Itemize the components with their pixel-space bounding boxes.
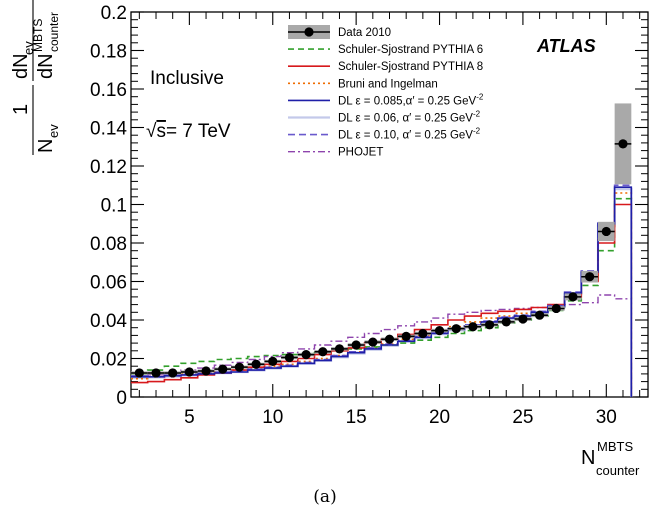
data-point [551,303,561,314]
data-point [334,344,345,354]
legend-label-main: DL ε = 0.10, α′ = 0.25 GeV [338,130,473,142]
legend-label-sup: -2 [473,127,481,136]
y-title-frac1-den-sub: ev [46,124,61,138]
y-title-frac1-num: 1 [10,104,32,115]
y-title-frac2-den-sup: MBTS [31,19,45,52]
data-point [151,368,161,378]
legend-label-main: DL ε = 0.085,α′ = 0.25 GeV [338,95,477,107]
x-axis: 5 10 15 20 25 30 [138,12,641,428]
mc-series-line [131,192,633,397]
data-point [484,320,495,330]
y-tick-label: 0.08 [90,234,127,255]
data-point [501,317,511,327]
y-title-frac2-den-sub: counter [47,12,61,52]
data-point [601,226,611,237]
data-point [351,340,361,350]
mc-series-line [131,188,633,397]
figure-caption: (a) [313,487,336,507]
data-point [384,334,395,344]
y-axis-title: 1 N ev dN ev dN MBTS counter [10,0,61,155]
data-point [518,314,528,324]
legend-label-data: Data 2010 [338,27,391,39]
y-tick-label: 0.18 [90,42,127,63]
y-tick-label: 0.06 [90,273,127,294]
legend-label-main: Schuler-Sjostrand PYTHIA 6 [338,44,483,56]
data-point [401,331,411,341]
legend-label-main: Schuler-Sjostrand PYTHIA 8 [338,61,483,73]
data-point [201,366,211,376]
legend-label: DL ε = 0.085,α′ = 0.25 GeV-2 [338,92,484,107]
legend: Data 2010 Schuler-Sjostrand PYTHIA 6 Schul… [288,25,484,159]
data-point [218,364,228,374]
y-tick-label: 0.14 [90,119,127,140]
y-tick-label: 0.2 [101,3,127,24]
x-tick-label: 15 [346,407,367,428]
y-axis: 0 0.02 0.04 0.06 0.08 0.1 0.12 0.14 0.16 0.18 0.2 [90,3,648,409]
legend-label: Bruni and Ingelman [338,78,438,90]
data-point [168,368,178,378]
x-tick-label: 5 [184,407,195,428]
legend-label-sup: -2 [476,92,484,101]
x-axis-title-main: N [581,447,595,469]
mc-series-line [131,186,633,397]
data-point [468,322,478,332]
data-point [434,325,445,336]
x-axis-title-sub: counter [596,463,640,478]
selection-annotation: Inclusive [150,68,224,89]
legend-label: Schuler-Sjostrand PYTHIA 6 [338,44,483,56]
x-axis-title: N MBTS counter [581,439,640,478]
data-point [585,272,595,282]
legend-label-main: DL ε = 0.06, α′ = 0.25 GeV [338,113,473,125]
data-point [368,337,378,347]
energy-s: s [156,121,166,142]
y-tick-label: 0.02 [90,350,127,371]
x-tick-label: 25 [512,407,533,428]
legend-label-sup: -2 [473,110,481,119]
y-title-frac2-den: dN [35,53,57,79]
data-point [568,292,578,302]
legend-label: Schuler-Sjostrand PYTHIA 8 [338,61,483,73]
legend-label-main: PHOJET [338,147,383,159]
mc-series-line [131,184,633,397]
x-axis-title-sup: MBTS [597,439,633,454]
y-tick-label: 0.12 [90,157,127,178]
data-point [301,350,311,360]
x-tick-label: 20 [429,407,450,428]
mc-series-line [131,294,632,397]
data-point [451,324,461,334]
sqrt-symbol: √ [146,121,157,142]
legend-label: PHOJET [338,147,383,159]
legend-label-main: Bruni and Ingelman [338,78,438,90]
energy-annotation: √s= 7 TeV [146,121,231,142]
x-tick-label: 10 [262,407,283,428]
mc-histograms [131,184,633,397]
y-title-frac1-den: N [35,139,57,153]
energy-value: = 7 TeV [166,121,231,142]
data-point [534,310,545,320]
legend-label: DL ε = 0.10, α′ = 0.25 GeV-2 [338,127,481,142]
y-tick-label: 0.04 [90,311,127,332]
data-point [284,352,295,363]
y-title-frac2-num: dN [10,53,32,79]
y-tick-label: 0.1 [101,196,127,217]
x-tick-label: 30 [596,407,617,428]
data-point [134,368,144,378]
y-title-frac2-num-sub: ev [21,41,36,55]
y-tick-label: 0.16 [90,80,127,101]
data-point [268,356,278,366]
data-points [131,103,632,378]
y-tick-label: 0 [116,388,127,409]
data-point [418,328,428,339]
legend-label: DL ε = 0.06, α′ = 0.25 GeV-2 [338,110,481,125]
data-point [251,359,261,369]
atlas-label: ATLAS [536,36,596,56]
data-point [234,362,245,372]
data-point [184,367,194,377]
data-point [618,139,628,149]
legend-data-marker [304,27,314,37]
data-point [318,347,328,357]
